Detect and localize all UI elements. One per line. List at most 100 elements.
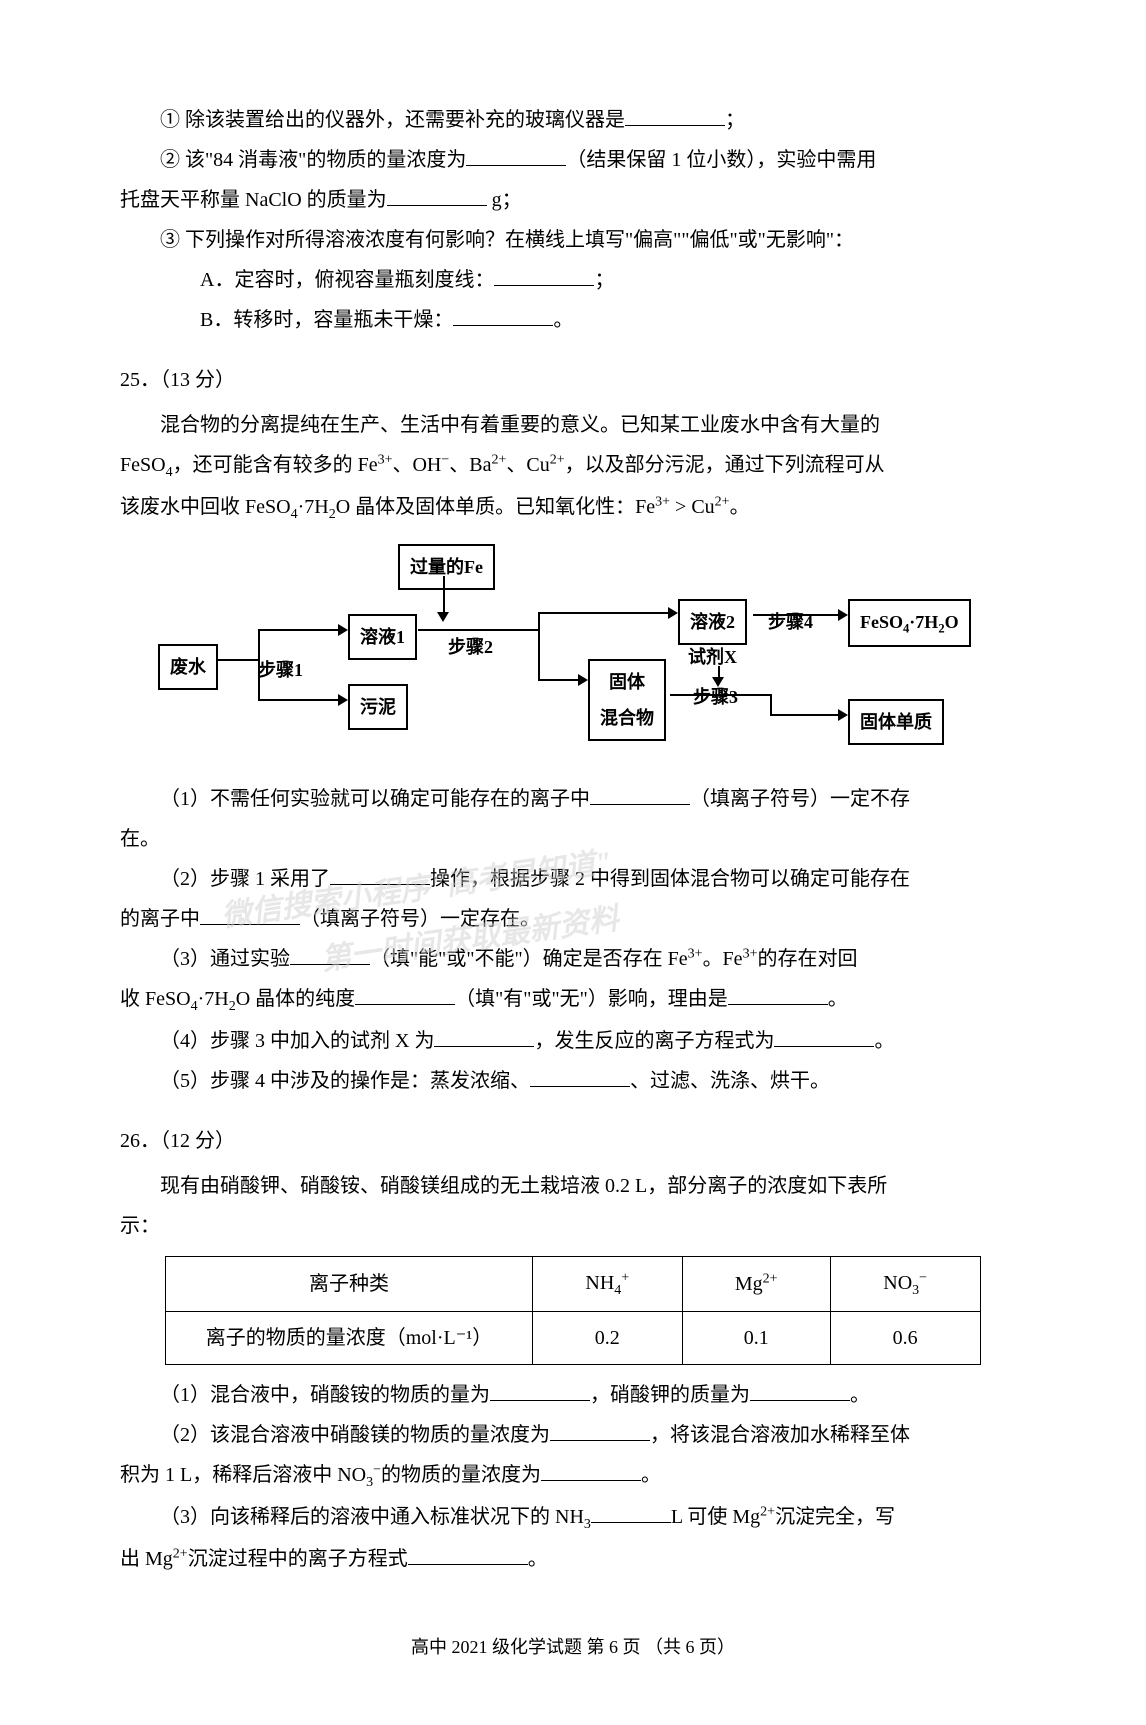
q26-p1: （1）混合液中，硝酸铵的物质的量为，硝酸钾的质量为。 bbox=[120, 1375, 1026, 1415]
blank bbox=[750, 1381, 850, 1401]
q26-number: 26．（12 分） bbox=[120, 1121, 1026, 1161]
q24-s3-post: g； bbox=[487, 189, 522, 211]
q26-intro2: 示： bbox=[120, 1206, 1026, 1246]
q24-sub1: ① 除该装置给出的仪器外，还需要补充的玻璃仪器是 ； bbox=[120, 100, 1026, 140]
q24-B-post: 。 bbox=[553, 309, 573, 331]
blank bbox=[330, 865, 430, 885]
q24-s2-pre: ② 该"84 消毒液"的物质的量浓度为 bbox=[160, 149, 466, 171]
text: ·7H bbox=[198, 988, 229, 1010]
blank bbox=[590, 785, 690, 805]
td-v1: 0.2 bbox=[532, 1312, 682, 1365]
blank bbox=[434, 1027, 534, 1047]
q26-p3-line2: 出 Mg2+沉淀过程中的离子方程式。 bbox=[120, 1539, 1026, 1579]
text: 、Ba bbox=[449, 454, 491, 476]
blank bbox=[550, 1421, 650, 1441]
text: ，将该混合溶液加水稀释至体 bbox=[650, 1424, 910, 1446]
label-step4: 步骤4 bbox=[768, 604, 813, 640]
text: NH bbox=[585, 1272, 614, 1294]
q24-sub3: ③ 下列操作对所得溶液浓度有何影响？在横线上填写"偏高""偏低"或"无影响"： bbox=[120, 220, 1026, 260]
text: （2）步骤 1 采用了 bbox=[160, 868, 330, 890]
text: 该废水中回收 FeSO bbox=[120, 496, 291, 518]
q25-p1: （1）不需任何实验就可以确定可能存在的离子中 （填离子符号）一定不存 bbox=[120, 779, 1026, 819]
q25-p1-end: 在。 bbox=[120, 819, 1026, 859]
q25-intro1: 混合物的分离提纯在生产、生活中有着重要的意义。已知某工业废水中含有大量的 bbox=[120, 405, 1026, 445]
text: L 可使 Mg bbox=[671, 1506, 760, 1528]
q24-s2-mid: （结果保留 1 位小数），实验中需用 bbox=[566, 149, 876, 171]
th-nh4: NH4+ bbox=[532, 1257, 682, 1312]
blank bbox=[200, 905, 300, 925]
q25-p5: （5）步骤 4 中涉及的操作是：蒸发浓缩、 、过滤、洗涤、烘干。 bbox=[120, 1061, 1026, 1101]
th-mg: Mg2+ bbox=[682, 1257, 830, 1312]
q24-s1-post: ； bbox=[725, 109, 745, 131]
page-footer: 高中 2021 级化学试题 第 6 页 （共 6 页） bbox=[120, 1629, 1026, 1665]
q24-s4: ③ 下列操作对所得溶液浓度有何影响？在横线上填写"偏高""偏低"或"无影响"： bbox=[160, 229, 854, 251]
q24-s3-pre: 托盘天平称量 NaClO 的质量为 bbox=[120, 189, 387, 211]
blank bbox=[453, 306, 553, 326]
blank bbox=[387, 186, 487, 206]
td-conc-label: 离子的物质的量浓度（mol·L⁻¹） bbox=[166, 1312, 532, 1365]
flowchart: 过量的Fe 废水 溶液1 污泥 溶液2 固体混合物 FeSO4·7H2O 固体单… bbox=[148, 544, 998, 764]
blank bbox=[408, 1545, 528, 1565]
q25-intro2: FeSO4，还可能含有较多的 Fe3+、OH−、Ba2+、Cu2+，以及部分污泥… bbox=[120, 445, 1026, 487]
table-row: 离子种类 NH4+ Mg2+ NO3− bbox=[166, 1257, 980, 1312]
blank bbox=[355, 985, 455, 1005]
text: O 晶体的纯度 bbox=[236, 988, 355, 1010]
text: 、过滤、洗涤、烘干。 bbox=[630, 1070, 830, 1092]
blank bbox=[290, 945, 370, 965]
ion-table: 离子种类 NH4+ Mg2+ NO3− 离子的物质的量浓度（mol·L⁻¹） 0… bbox=[165, 1256, 980, 1365]
q25-number: 25．（13 分） bbox=[120, 360, 1026, 400]
node-product: FeSO4·7H2O bbox=[848, 599, 971, 647]
text: （4）步骤 3 中加入的试剂 X 为 bbox=[160, 1030, 434, 1052]
blank bbox=[625, 106, 725, 126]
q24-sub2-cont: 托盘天平称量 NaClO 的质量为 g； bbox=[120, 180, 1026, 220]
q25-p2-line2: 的离子中 （填离子符号）一定存在。 bbox=[120, 899, 1026, 939]
blank bbox=[774, 1027, 874, 1047]
q24-B-pre: B．转移时，容量瓶未干燥： bbox=[200, 309, 453, 331]
q24-optB: B．转移时，容量瓶未干燥： 。 bbox=[120, 300, 1026, 340]
text: 。 bbox=[730, 496, 750, 518]
q24-A-pre: A．定容时，俯视容量瓶刻度线： bbox=[200, 269, 494, 291]
q24-s1-pre: ① 除该装置给出的仪器外，还需要补充的玻璃仪器是 bbox=[160, 109, 625, 131]
text: （填"有"或"无"）影响，理由是 bbox=[455, 988, 728, 1010]
text: ，以及部分污泥，通过下列流程可从 bbox=[565, 454, 885, 476]
text: 、Cu bbox=[506, 454, 549, 476]
text: 。 bbox=[828, 988, 848, 1010]
text: （5）步骤 4 中涉及的操作是：蒸发浓缩、 bbox=[160, 1070, 530, 1092]
page-content: ① 除该装置给出的仪器外，还需要补充的玻璃仪器是 ； ② 该"84 消毒液"的物质… bbox=[120, 100, 1026, 1665]
node-solution1: 溶液1 bbox=[348, 614, 417, 660]
text: 的物质的量浓度为 bbox=[381, 1464, 541, 1486]
text: （3）向该稀释后的溶液中通入标准状况下的 NH bbox=[160, 1506, 584, 1528]
text: O 晶体及固体单质。已知氧化性：Fe bbox=[336, 496, 655, 518]
blank bbox=[530, 1067, 630, 1087]
q24-optA: A．定容时，俯视容量瓶刻度线： ； bbox=[120, 260, 1026, 300]
text: 。Fe bbox=[703, 948, 743, 970]
node-fe-excess: 过量的Fe bbox=[398, 544, 495, 590]
blank bbox=[541, 1461, 641, 1481]
text: 的存在对回 bbox=[757, 948, 857, 970]
text: （填离子符号）一定不存 bbox=[690, 788, 910, 810]
text: （1）不需任何实验就可以确定可能存在的离子中 bbox=[160, 788, 590, 810]
q24-A-post: ； bbox=[594, 269, 614, 291]
q26-p2-line2: 积为 1 L，稀释后溶液中 NO3−的物质的量浓度为。 bbox=[120, 1455, 1026, 1497]
text: 沉淀完全，写 bbox=[775, 1506, 895, 1528]
blank bbox=[494, 266, 594, 286]
q26-p2: （2）该混合溶液中硝酸镁的物质的量浓度为 ，将该混合溶液加水稀释至体 bbox=[120, 1415, 1026, 1455]
text: 的离子中 bbox=[120, 908, 200, 930]
text: 。 bbox=[874, 1030, 894, 1052]
q25-intro3: 该废水中回收 FeSO4·7H2O 晶体及固体单质。已知氧化性：Fe3+ > C… bbox=[120, 487, 1026, 529]
q26-intro1: 现有由硝酸钾、硝酸铵、硝酸镁组成的无土栽培液 0.2 L，部分离子的浓度如下表所 bbox=[120, 1166, 1026, 1206]
text: （3）通过实验 bbox=[160, 948, 290, 970]
text: （填"能"或"不能"）确定是否存在 Fe bbox=[370, 948, 688, 970]
text: NO bbox=[883, 1272, 912, 1294]
text: > Cu bbox=[670, 496, 715, 518]
text: FeSO bbox=[120, 454, 166, 476]
text: （2）该混合溶液中硝酸镁的物质的量浓度为 bbox=[160, 1424, 550, 1446]
text: （填离子符号）一定存在。 bbox=[300, 908, 540, 930]
node-sludge: 污泥 bbox=[348, 684, 408, 730]
text: 。 bbox=[528, 1548, 548, 1570]
text: 积为 1 L，稀释后溶液中 NO bbox=[120, 1464, 366, 1486]
blank bbox=[466, 146, 566, 166]
blank bbox=[490, 1381, 590, 1401]
label-step2: 步骤2 bbox=[448, 629, 493, 665]
text: Mg bbox=[735, 1273, 763, 1295]
